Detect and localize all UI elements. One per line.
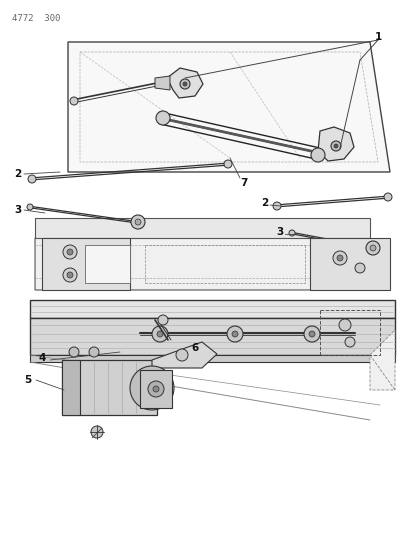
Polygon shape <box>152 342 216 368</box>
Circle shape <box>67 272 73 278</box>
Circle shape <box>157 315 168 325</box>
Circle shape <box>365 241 379 255</box>
Text: 1: 1 <box>373 32 381 42</box>
Circle shape <box>89 347 99 357</box>
Circle shape <box>157 331 163 337</box>
Circle shape <box>91 426 103 438</box>
Polygon shape <box>155 76 170 90</box>
Circle shape <box>338 319 350 331</box>
Circle shape <box>231 331 237 337</box>
Circle shape <box>227 326 243 342</box>
Circle shape <box>148 381 164 397</box>
Circle shape <box>153 386 159 392</box>
Text: 4772  300: 4772 300 <box>12 14 60 23</box>
Circle shape <box>330 141 340 151</box>
Circle shape <box>182 82 187 86</box>
Text: 3: 3 <box>276 227 283 237</box>
Polygon shape <box>30 355 394 362</box>
Circle shape <box>383 193 391 201</box>
Circle shape <box>175 349 188 361</box>
Polygon shape <box>35 218 369 238</box>
Circle shape <box>63 268 77 282</box>
Polygon shape <box>139 370 172 408</box>
Polygon shape <box>35 238 389 290</box>
Text: 6: 6 <box>191 343 198 353</box>
Circle shape <box>288 230 294 236</box>
Circle shape <box>155 111 170 125</box>
Polygon shape <box>62 360 157 415</box>
Circle shape <box>223 160 231 168</box>
Polygon shape <box>42 238 130 290</box>
Circle shape <box>28 175 36 183</box>
Circle shape <box>69 347 79 357</box>
Circle shape <box>332 251 346 265</box>
Circle shape <box>333 144 337 148</box>
Circle shape <box>336 255 342 261</box>
Circle shape <box>303 326 319 342</box>
Circle shape <box>70 97 78 105</box>
Circle shape <box>354 263 364 273</box>
Circle shape <box>369 245 375 251</box>
Text: 2: 2 <box>261 198 268 208</box>
Polygon shape <box>309 238 389 290</box>
Circle shape <box>344 337 354 347</box>
Circle shape <box>130 366 173 410</box>
Text: 5: 5 <box>24 375 31 385</box>
Circle shape <box>152 326 168 342</box>
Polygon shape <box>62 360 80 415</box>
Circle shape <box>135 219 141 225</box>
Circle shape <box>27 204 33 210</box>
Polygon shape <box>30 318 394 355</box>
Polygon shape <box>369 330 394 390</box>
Circle shape <box>310 148 324 162</box>
Polygon shape <box>68 42 389 172</box>
Polygon shape <box>317 127 353 161</box>
Text: 7: 7 <box>240 178 247 188</box>
Text: 2: 2 <box>14 169 22 179</box>
Circle shape <box>272 202 280 210</box>
Circle shape <box>63 245 77 259</box>
Circle shape <box>308 331 314 337</box>
Text: 4: 4 <box>38 353 45 363</box>
Polygon shape <box>85 245 130 283</box>
Circle shape <box>67 249 73 255</box>
Polygon shape <box>30 300 394 318</box>
Circle shape <box>131 215 145 229</box>
Polygon shape <box>166 68 202 98</box>
Text: 3: 3 <box>14 205 22 215</box>
Circle shape <box>180 79 189 89</box>
